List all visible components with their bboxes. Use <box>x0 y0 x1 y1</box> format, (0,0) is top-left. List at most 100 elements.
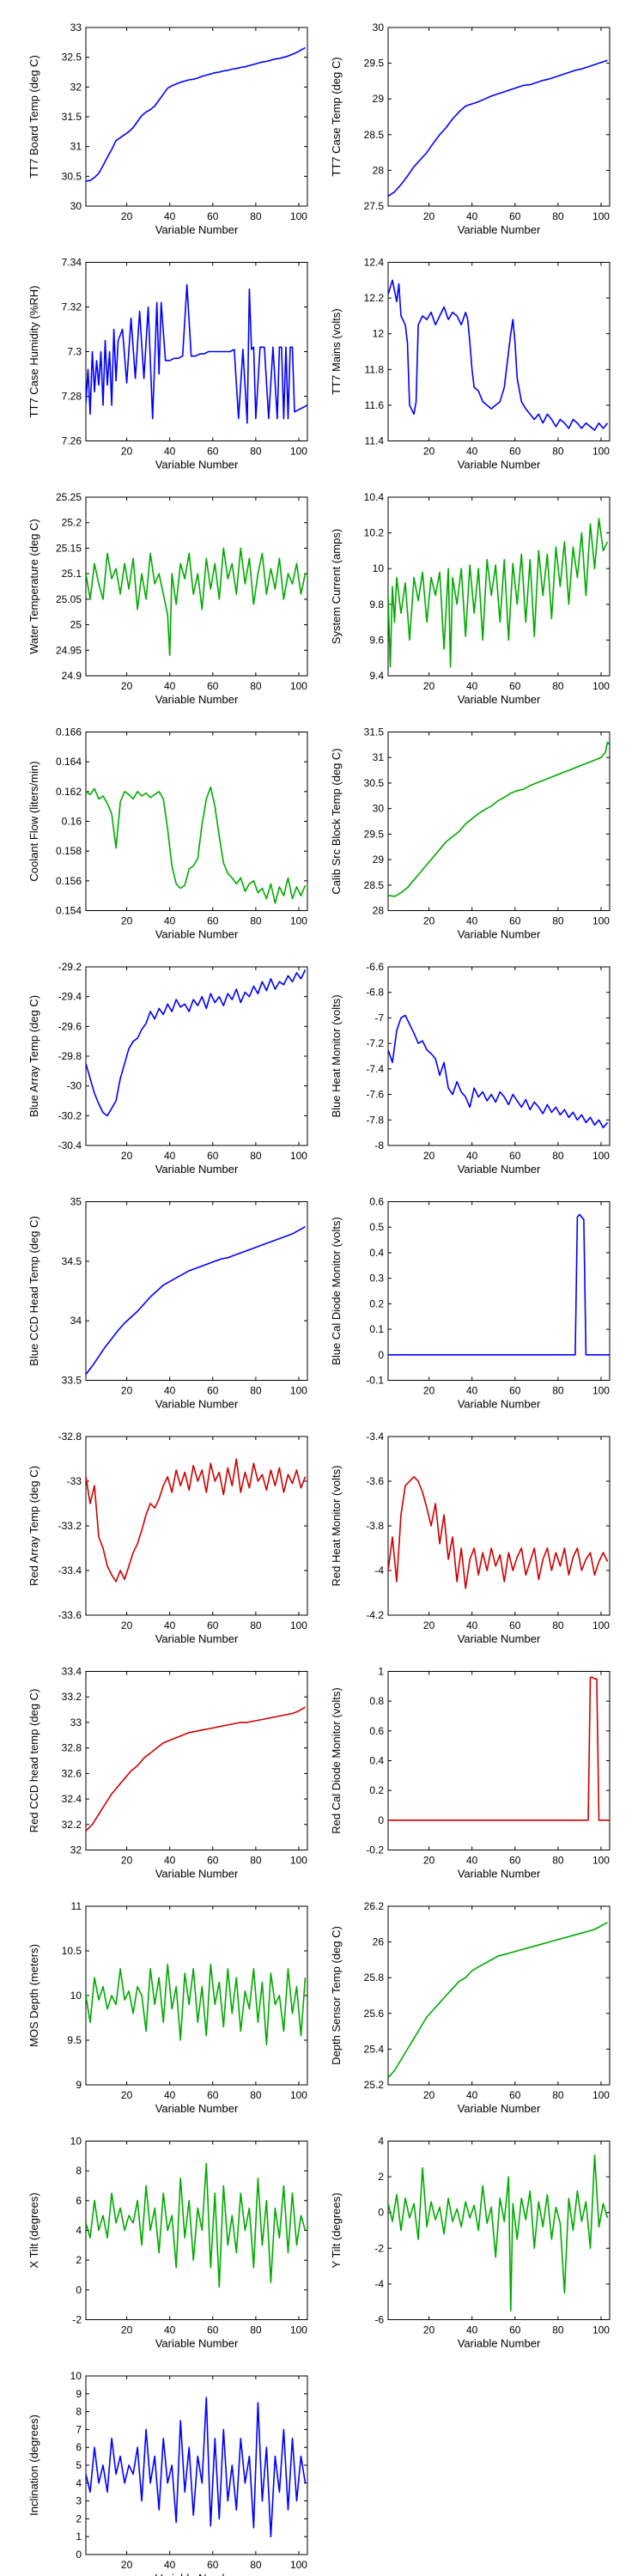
y-tick-label: 25.4 <box>364 2043 385 2055</box>
x-tick-label: 20 <box>121 2559 133 2571</box>
y-tick-label: 33.4 <box>62 1666 82 1678</box>
y-axis-label: Water Temperature (deg C) <box>27 519 40 654</box>
series-line <box>86 46 306 182</box>
series-line <box>388 1922 608 2079</box>
x-tick-label: 100 <box>290 1385 307 1397</box>
y-tick-label: 25.2 <box>62 517 82 529</box>
y-tick-label: 24.9 <box>62 670 82 682</box>
y-tick-label: 10 <box>373 562 385 574</box>
x-tick-label: 40 <box>466 210 478 222</box>
y-tick-label: 8 <box>76 2165 82 2177</box>
y-tick-label: -0.1 <box>366 1375 384 1387</box>
x-tick-label: 80 <box>250 1619 262 1631</box>
series-line <box>86 1458 307 1583</box>
y-tick-label: 25.1 <box>62 568 82 580</box>
x-axis-label: Variable Number <box>458 1398 541 1411</box>
y-axis-label: TT7 Case Temp (deg C) <box>330 57 343 176</box>
x-tick-label: 40 <box>164 2559 176 2571</box>
x-tick-label: 20 <box>423 210 435 222</box>
y-axis-label: Inclination (degrees) <box>27 2415 40 2516</box>
y-tick-label: 0.4 <box>369 1755 384 1767</box>
y-tick-label: -2 <box>72 2314 82 2326</box>
chart-0: 20 40 60 80 100 30 30.5 31 31.5 32 32.5 33 Variable … <box>27 21 308 236</box>
y-tick-label: 29.5 <box>364 828 385 840</box>
y-tick-label: 7.34 <box>62 257 82 269</box>
y-axis-label: MOS Depth (meters) <box>27 1944 40 2047</box>
y-tick-label: 25.05 <box>56 593 82 605</box>
x-tick-label: 20 <box>423 446 435 458</box>
x-tick-label: 80 <box>250 2559 262 2571</box>
x-axis-label: Variable Number <box>155 2337 239 2350</box>
y-tick-label: 1 <box>76 2530 82 2543</box>
x-tick-label: 20 <box>423 2324 435 2336</box>
x-tick-label: 100 <box>290 1855 307 1867</box>
y-tick-label: 28.5 <box>364 879 385 891</box>
plot-frame <box>387 1436 611 1616</box>
y-tick-label: 11 <box>71 1900 82 1912</box>
y-tick-label: 32.8 <box>62 1742 82 1754</box>
y-tick-label: 28.5 <box>364 129 385 141</box>
x-axis-label: Variable Number <box>458 693 541 706</box>
x-tick-label: 80 <box>250 1855 262 1867</box>
x-tick-label: 20 <box>423 1619 435 1631</box>
y-tick-label: 9.4 <box>369 670 384 682</box>
y-tick-label: -6 <box>374 2314 384 2326</box>
y-tick-label: 28 <box>373 164 385 176</box>
chart-16: 20 40 60 80 100 9 9.5 10 10.5 11 Variable Number MO… <box>27 1900 308 2115</box>
y-tick-label: 32.2 <box>62 1819 82 1831</box>
x-tick-label: 80 <box>552 1385 564 1397</box>
x-tick-label: 80 <box>250 1150 262 1162</box>
x-tick-label: 40 <box>164 446 176 458</box>
series-line <box>86 2397 307 2537</box>
chart-12: 20 40 60 80 100 -33.6 -33.4 -33.2 -33 -32.8 Variab… <box>27 1431 308 1645</box>
chart-14: 20 40 60 80 100 32 32.2 32.4 32.6 32.8 33 33.2 33.4 V… <box>27 1666 308 1880</box>
y-tick-label: 0.154 <box>56 905 82 917</box>
y-tick-label: 10 <box>70 2136 82 2148</box>
y-tick-label: 0.2 <box>369 1784 384 1796</box>
x-tick-label: 20 <box>121 1619 133 1631</box>
y-tick-label: 2 <box>76 2512 82 2524</box>
y-tick-label: -33.4 <box>58 1564 82 1577</box>
y-axis-label: Red Heat Monitor (volts) <box>330 1466 343 1587</box>
series-line <box>86 786 307 904</box>
x-tick-label: 40 <box>466 2324 478 2336</box>
y-tick-label: 10 <box>70 2370 82 2382</box>
y-tick-label: 25 <box>70 619 82 631</box>
x-tick-label: 20 <box>121 1855 133 1867</box>
y-tick-label: 32.4 <box>62 1793 82 1805</box>
x-tick-label: 100 <box>290 1619 307 1631</box>
y-tick-label: -7.2 <box>366 1037 384 1049</box>
y-tick-label: 0.4 <box>369 1247 384 1259</box>
y-tick-label: 0.164 <box>56 756 82 768</box>
y-axis-label: Red Array Temp (deg C) <box>27 1466 40 1586</box>
y-tick-label: 3 <box>76 2495 82 2507</box>
x-tick-label: 100 <box>290 2089 307 2101</box>
series-line <box>86 283 307 424</box>
y-tick-label: 2 <box>76 2254 82 2266</box>
y-axis-label: Red Cal Diode Monitor (volts) <box>330 1687 343 1834</box>
plot-frame <box>85 27 308 207</box>
y-tick-label: -7.6 <box>366 1089 384 1101</box>
y-tick-label: 32 <box>70 1844 82 1856</box>
y-tick-label: 0.158 <box>56 845 82 857</box>
x-tick-label: 80 <box>552 2089 564 2101</box>
plot-frame <box>85 1671 308 1850</box>
y-tick-label: -8 <box>374 1139 384 1151</box>
chart-2: 20 40 60 80 100 7.26 7.28 7.3 7.32 7.34 Variable N… <box>27 257 308 471</box>
plot-frame <box>85 732 308 911</box>
y-tick-label: 9.8 <box>369 598 384 611</box>
x-tick-label: 60 <box>509 210 521 222</box>
x-tick-label: 100 <box>592 915 610 927</box>
chart-10: 20 40 60 80 100 33.5 34 34.5 35 Variable Number Bl… <box>27 1196 308 1411</box>
plot-frame <box>387 1905 611 2086</box>
x-tick-label: 40 <box>164 1855 176 1867</box>
x-axis-label: Variable Number <box>458 223 541 236</box>
x-tick-label: 40 <box>164 2324 176 2336</box>
series-line <box>86 969 307 1117</box>
y-tick-label: -33.2 <box>58 1520 82 1532</box>
y-axis-label: Blue Array Temp (deg C) <box>27 995 40 1117</box>
y-tick-label: 7.26 <box>62 435 82 447</box>
chart-19: 20 40 60 80 100 -6 -4 -2 0 2 4 Variable Number Y Til… <box>330 2136 611 2350</box>
y-tick-label: -7.4 <box>366 1063 384 1075</box>
x-tick-label: 60 <box>509 1619 521 1631</box>
